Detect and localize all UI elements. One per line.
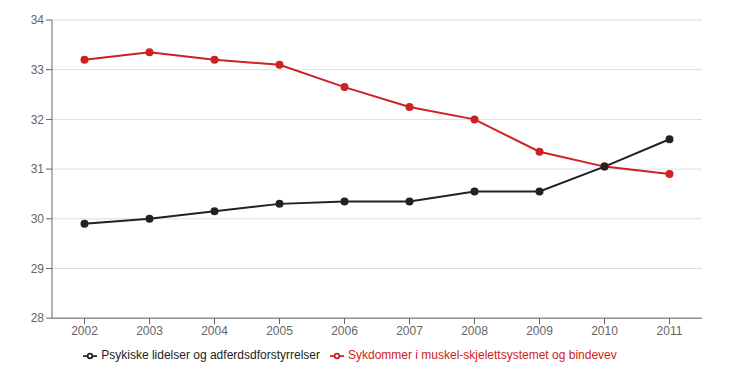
svg-text:2005: 2005 [266,324,293,338]
svg-text:34: 34 [31,13,45,27]
svg-text:31: 31 [31,162,45,176]
svg-text:2006: 2006 [331,324,358,338]
html-text:Sykdommer i muskel-skjelettsys: Sykdommer i muskel-skjelettsystemet og b… [348,348,617,363]
svg-text:2004: 2004 [201,324,228,338]
svg-text:29: 29 [31,262,45,276]
svg-text:2010: 2010 [591,324,618,338]
svg-text:2011: 2011 [657,324,683,338]
svg-text:2007: 2007 [396,324,423,338]
html-text:Psykiske lidelser og adferdsdf: Psykiske lidelser og adferdsdforstyrrels… [101,348,320,363]
svg-text:28: 28 [31,311,45,325]
svg-text:2009: 2009 [526,324,553,338]
svg-text:2008: 2008 [461,324,488,338]
svg-text:33: 33 [31,63,45,77]
svg-text:30: 30 [31,212,45,226]
svg-text:2003: 2003 [136,324,163,338]
svg-text:2002: 2002 [71,324,98,338]
svg-text:32: 32 [31,113,45,127]
